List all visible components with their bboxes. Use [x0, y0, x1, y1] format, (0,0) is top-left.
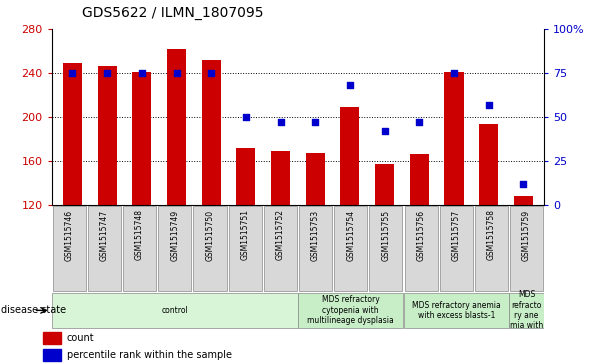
FancyBboxPatch shape	[475, 206, 508, 291]
Text: disease state: disease state	[1, 305, 66, 315]
Text: GSM1515750: GSM1515750	[206, 209, 215, 261]
Bar	[271, 151, 290, 205]
Point	[241, 114, 250, 120]
Point	[67, 70, 77, 76]
Bar	[410, 155, 429, 205]
Point	[415, 119, 424, 125]
Bar	[167, 49, 186, 205]
Point	[380, 128, 390, 134]
Bar	[479, 124, 498, 205]
Point	[275, 119, 285, 125]
Text: GSM1515755: GSM1515755	[381, 209, 390, 261]
Text: percentile rank within the sample: percentile rank within the sample	[67, 350, 232, 360]
Text: GSM1515748: GSM1515748	[135, 209, 144, 260]
Bar	[514, 196, 533, 205]
FancyBboxPatch shape	[193, 206, 227, 291]
FancyBboxPatch shape	[88, 206, 121, 291]
Text: MDS refractory
cytopenia with
multilineage dysplasia: MDS refractory cytopenia with multilinea…	[307, 295, 394, 325]
FancyBboxPatch shape	[510, 206, 543, 291]
FancyBboxPatch shape	[404, 206, 438, 291]
Bar	[63, 63, 82, 205]
Text: MDS
refracto
ry ane
mia with: MDS refracto ry ane mia with	[510, 290, 543, 330]
Text: GSM1515754: GSM1515754	[346, 209, 355, 261]
FancyBboxPatch shape	[53, 206, 86, 291]
Text: GSM1515746: GSM1515746	[65, 209, 74, 261]
Text: control: control	[162, 306, 188, 315]
FancyBboxPatch shape	[299, 206, 332, 291]
FancyBboxPatch shape	[334, 206, 367, 291]
Point	[484, 102, 494, 108]
Bar	[43, 349, 61, 361]
Text: GSM1515747: GSM1515747	[100, 209, 109, 261]
Text: count: count	[67, 333, 94, 343]
Text: GSM1515749: GSM1515749	[170, 209, 179, 261]
FancyBboxPatch shape	[123, 206, 156, 291]
Bar	[306, 154, 325, 205]
Point	[449, 70, 459, 76]
Text: GDS5622 / ILMN_1807095: GDS5622 / ILMN_1807095	[82, 6, 264, 20]
Point	[171, 70, 181, 76]
Point	[206, 70, 216, 76]
FancyBboxPatch shape	[229, 206, 261, 291]
Bar	[237, 148, 255, 205]
FancyBboxPatch shape	[404, 293, 509, 328]
Bar	[340, 107, 359, 205]
Text: MDS refractory anemia
with excess blasts-1: MDS refractory anemia with excess blasts…	[412, 301, 500, 320]
FancyBboxPatch shape	[369, 206, 402, 291]
Point	[311, 119, 320, 125]
FancyBboxPatch shape	[158, 206, 192, 291]
Bar	[444, 72, 463, 205]
Point	[519, 181, 528, 187]
Bar	[133, 72, 151, 205]
Point	[137, 70, 147, 76]
Text: GSM1515759: GSM1515759	[522, 209, 531, 261]
Point	[345, 82, 355, 88]
FancyBboxPatch shape	[510, 293, 544, 328]
Text: GSM1515758: GSM1515758	[487, 209, 496, 260]
FancyBboxPatch shape	[299, 293, 403, 328]
Text: GSM1515753: GSM1515753	[311, 209, 320, 261]
Bar	[43, 332, 61, 344]
Text: GSM1515756: GSM1515756	[416, 209, 426, 261]
FancyBboxPatch shape	[440, 206, 473, 291]
Bar	[202, 60, 221, 205]
Point	[102, 70, 112, 76]
Text: GSM1515757: GSM1515757	[452, 209, 461, 261]
FancyBboxPatch shape	[52, 293, 297, 328]
Bar	[98, 66, 117, 205]
FancyBboxPatch shape	[264, 206, 297, 291]
Text: GSM1515752: GSM1515752	[276, 209, 285, 260]
Text: GSM1515751: GSM1515751	[241, 209, 250, 260]
Bar	[375, 164, 394, 205]
